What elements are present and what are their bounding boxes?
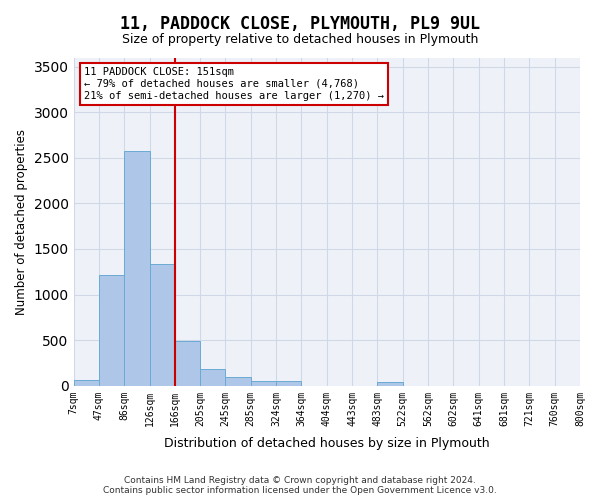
Bar [99,274,124,386]
Text: Contains HM Land Registry data © Crown copyright and database right 2024.
Contai: Contains HM Land Registry data © Crown c… [103,476,497,495]
Text: 11 PADDOCK CLOSE: 151sqm
← 79% of detached houses are smaller (4,768)
21% of sem: 11 PADDOCK CLOSE: 151sqm ← 79% of detach… [83,68,383,100]
Bar [276,381,301,386]
Y-axis label: Number of detached properties: Number of detached properties [15,128,28,314]
Bar [226,376,251,386]
Text: 11, PADDOCK CLOSE, PLYMOUTH, PL9 9UL: 11, PADDOCK CLOSE, PLYMOUTH, PL9 9UL [120,15,480,33]
Bar [149,264,175,386]
Bar [175,341,200,386]
Bar [200,369,226,386]
Bar [377,382,403,386]
Bar [74,380,99,386]
X-axis label: Distribution of detached houses by size in Plymouth: Distribution of detached houses by size … [164,437,490,450]
Bar [124,150,149,386]
Bar [251,381,276,386]
Text: Size of property relative to detached houses in Plymouth: Size of property relative to detached ho… [122,32,478,46]
